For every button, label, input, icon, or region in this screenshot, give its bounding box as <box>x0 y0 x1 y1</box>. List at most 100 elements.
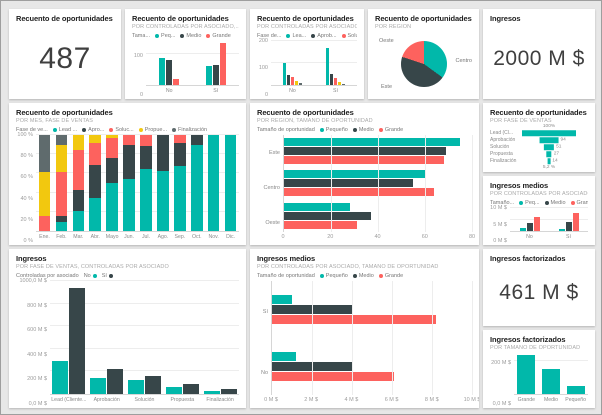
legend-label: No <box>83 273 91 279</box>
axis-tick: 100 % <box>17 132 33 138</box>
axis-category-label: No <box>165 87 173 94</box>
column-chart: 1000,0 M $ 800 M $ 600 M $ 400 M $ 200 M $ 0,… <box>16 278 239 407</box>
bar-segment <box>140 168 152 231</box>
legend-marker <box>378 128 383 132</box>
legend-item: Lea... <box>286 33 306 39</box>
bar <box>212 64 219 85</box>
bar-segment <box>106 137 118 159</box>
gridline <box>510 207 588 208</box>
tile-avg-revenue-small[interactable]: Ingresos medios POR CONTROLADAS POR ASOC… <box>483 176 595 245</box>
axis-tick: 20 % <box>20 216 33 223</box>
tile-count-kpi[interactable]: Recuento de oportunidades 487 <box>9 9 121 99</box>
tile-count-by-owner-size[interactable]: Recuento de oportunidades POR CONTROLADA… <box>125 9 246 99</box>
tile-count-by-region[interactable]: Recuento de oportunidades POR REGIÓN Cen… <box>368 9 479 99</box>
bar-segment <box>55 222 68 231</box>
tile-revenue-by-stage-owner[interactable]: Ingresos POR FASE DE VENTAS, CONTROLADAS… <box>9 249 246 408</box>
bar-group <box>271 41 314 85</box>
axis-category-label: Pequeño <box>565 396 587 403</box>
legend-item: Grande <box>206 33 231 39</box>
stacked-column-chart: 100 % 80 % 60 % 40 % 20 % 0 % Ene. Feb. Mar. Abr.… <box>16 132 239 244</box>
legend-item: Grande <box>378 127 403 133</box>
bar-group <box>126 281 164 394</box>
axis-category-label: Sí <box>333 87 338 94</box>
legend-label: Lea... <box>292 33 307 39</box>
legend-label: Grande <box>576 200 588 206</box>
legend-marker <box>109 128 114 132</box>
axis-tick: 400 M $ <box>27 351 47 358</box>
tile-title: Ingresos medios <box>490 181 549 190</box>
bar-group <box>138 135 155 231</box>
legend: Tamaño... Peq... Medio Grande <box>490 200 588 206</box>
bar-group <box>514 353 539 394</box>
bar <box>90 378 107 394</box>
bar-group <box>163 281 201 394</box>
axis-tick: 60 <box>421 234 428 240</box>
bar <box>522 130 576 136</box>
bar <box>283 63 286 85</box>
legend-marker <box>544 201 549 205</box>
tile-count-by-region-size[interactable]: Recuento de oportunidades POR REGIÓN, TA… <box>250 103 479 245</box>
legend-item: Pequeño <box>319 273 348 279</box>
pie-shape <box>400 40 447 87</box>
tile-avg-revenue-large[interactable]: Ingresos medios POR CONTROLADAS POR ASOC… <box>250 249 479 408</box>
axis-tick: 0 % <box>23 238 33 244</box>
bar <box>558 228 565 231</box>
legend-item: Pequeño <box>319 127 348 133</box>
legend-label: Lead ... <box>58 127 78 133</box>
tile-title: Recuento de oportunidades <box>375 14 472 23</box>
axis-category-label: Centro <box>263 184 280 191</box>
tile-count-by-owner-stage[interactable]: Recuento de oportunidades POR CONTROLADA… <box>250 9 364 99</box>
pie-chart: Centro Este Oeste <box>375 32 472 95</box>
axis-category-label: Nov. <box>208 233 219 240</box>
legend-item: Peq... <box>155 33 175 39</box>
tile-factored-by-size[interactable]: Ingresos factorizados POR TAMAÑO DE OPOR… <box>483 330 595 408</box>
pie-slice-label: Este <box>381 83 393 90</box>
bar-segment <box>38 172 51 216</box>
axis-category-label: Lead (Cliente... <box>51 396 87 403</box>
axis-category-label: Dic. <box>226 233 236 240</box>
bar-segment <box>106 158 118 183</box>
gridline <box>36 134 239 135</box>
axis-category-label: No <box>526 233 533 240</box>
axis-tick: 200 M $ <box>27 376 47 383</box>
bar-segment <box>72 135 85 151</box>
bar <box>334 78 337 85</box>
gridline <box>146 52 239 54</box>
tile-title: Recuento de oportunidades <box>132 14 229 23</box>
tile-revenue-kpi[interactable]: Ingresos 2000 M $ <box>483 9 595 99</box>
gridline <box>378 135 379 232</box>
gridline <box>36 172 239 174</box>
legend-marker <box>319 274 324 278</box>
bar-group <box>272 295 472 324</box>
funnel-bottom-label: 5,2 % <box>542 164 556 170</box>
legend-item: Grande <box>570 200 588 206</box>
legend-label: Soluc... <box>115 127 134 133</box>
bar-segment <box>89 164 101 199</box>
axis-tick: 60 % <box>20 174 33 181</box>
bar <box>219 42 226 85</box>
bar-segment <box>123 144 135 180</box>
legend-marker <box>519 201 524 205</box>
legend-title: Fase de ve... <box>16 127 48 133</box>
tile-subtitle: POR MES, FASE DE VENTAS <box>16 118 94 124</box>
tile-title: Ingresos factorizados <box>490 335 566 344</box>
axis-category-label: Grande <box>517 396 535 403</box>
tile-funnel[interactable]: Recuento de oportunidades POR FASE DE VE… <box>483 103 595 172</box>
bar-segment <box>123 179 135 231</box>
axis-category-label: Propuesta <box>170 396 195 403</box>
axis-category-label: Sí <box>262 308 268 315</box>
bar-group <box>36 135 53 231</box>
funnel-stage: Propuesta 27 <box>490 151 588 158</box>
gridline <box>472 135 473 232</box>
tile-subtitle: POR TAMAÑO DE OPORTUNIDAD <box>490 345 581 351</box>
axis-category-label: Ago. <box>157 233 169 240</box>
tile-count-by-month-stage[interactable]: Recuento de oportunidades POR MES, FASE … <box>9 103 246 245</box>
legend-item: Soluc... <box>109 127 134 133</box>
tile-factored-kpi[interactable]: Ingresos factorizados 461 M $ <box>483 249 595 326</box>
bar-segment <box>191 144 203 231</box>
axis-tick: 80 <box>468 234 476 240</box>
bar <box>284 179 414 188</box>
gridline <box>50 347 239 349</box>
legend-marker <box>172 128 177 132</box>
